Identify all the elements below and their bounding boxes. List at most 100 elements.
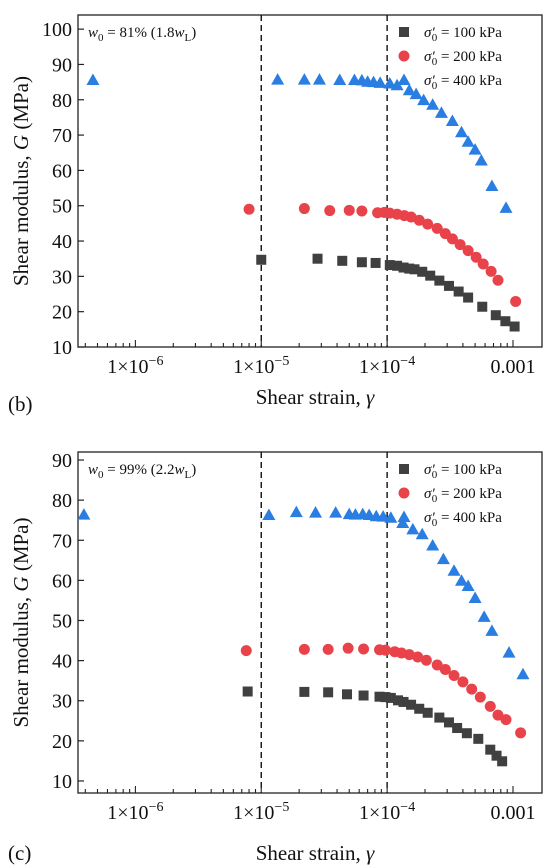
data-point xyxy=(417,266,428,277)
series-triangle xyxy=(86,73,513,213)
legend-label: σ′0 = 100 kPa xyxy=(424,462,502,481)
data-point xyxy=(333,73,347,85)
data-point xyxy=(342,642,354,654)
data-point xyxy=(485,179,499,191)
data-point xyxy=(374,691,385,702)
data-point xyxy=(436,552,450,565)
data-point xyxy=(446,233,458,245)
data-point xyxy=(323,687,334,698)
data-point xyxy=(452,723,463,734)
legend-marker xyxy=(398,50,410,62)
plot-frame xyxy=(77,14,543,348)
y-tick-label: 60 xyxy=(52,570,72,592)
x-axis-label-text: Shear strain, xyxy=(256,385,366,409)
annotation-subscript: L xyxy=(184,32,191,44)
y-tick-label: 90 xyxy=(52,450,72,472)
data-point xyxy=(492,274,504,286)
y-tick-label: 70 xyxy=(52,530,72,552)
data-point xyxy=(324,205,336,217)
data-point xyxy=(417,93,431,106)
data-point xyxy=(379,644,391,656)
data-point xyxy=(448,669,460,681)
data-point xyxy=(431,222,443,234)
data-point xyxy=(497,756,508,767)
data-point xyxy=(298,203,310,215)
data-point xyxy=(509,321,520,332)
data-point xyxy=(413,214,425,226)
data-point xyxy=(447,564,461,576)
legend-label: σ′0 = 100 kPa xyxy=(424,25,502,44)
x-axis-label-variable: γ xyxy=(366,841,375,865)
data-point xyxy=(356,257,367,268)
y-tick-label: 30 xyxy=(52,691,72,713)
data-point xyxy=(510,295,522,307)
y-tick-label: 10 xyxy=(52,771,72,793)
legend-label: σ′0 = 400 kPa xyxy=(424,510,502,529)
legend-sigma: σ xyxy=(424,462,432,478)
x-tick-label-exponent: −5 xyxy=(274,800,289,815)
plot-frame xyxy=(77,451,543,794)
data-point xyxy=(77,508,91,520)
y-axis-label-text: Shear modulus, xyxy=(9,592,33,728)
data-point xyxy=(422,707,433,718)
x-tick-label-exponent: −5 xyxy=(274,354,289,369)
legend-marker xyxy=(397,510,411,522)
legend-subscript: 0 xyxy=(432,517,438,529)
data-point xyxy=(426,98,440,110)
data-point xyxy=(297,73,311,85)
data-point xyxy=(431,659,443,671)
annotation-variable: w xyxy=(174,25,184,41)
annotation-variable: w xyxy=(88,25,98,41)
x-tick-label: 1×10−4 xyxy=(359,800,415,824)
y-axis-label-unit: (MPa) xyxy=(9,518,33,577)
data-point xyxy=(500,316,511,327)
y-axis-label-unit: (MPa) xyxy=(9,76,33,135)
annotation-text: ) xyxy=(191,25,196,41)
legend-value: = 100 kPa xyxy=(437,25,502,41)
data-point xyxy=(457,676,469,688)
data-point xyxy=(434,106,448,118)
data-point xyxy=(409,264,420,275)
x-tick-label: 0.001 xyxy=(490,356,535,378)
data-point xyxy=(485,624,499,636)
legend-sigma: σ xyxy=(424,73,432,89)
x-tick-label-base: 1×10 xyxy=(233,802,274,824)
data-point xyxy=(455,574,469,586)
data-point xyxy=(398,262,409,273)
y-tick-label: 70 xyxy=(52,125,72,147)
y-tick-label: 40 xyxy=(52,651,72,673)
data-point xyxy=(426,538,440,551)
data-point xyxy=(403,649,415,661)
x-axis-label-variable: γ xyxy=(366,385,375,409)
data-point xyxy=(484,700,496,712)
y-tick-label: 90 xyxy=(52,54,72,76)
data-point xyxy=(384,511,398,523)
x-tick-label-base: 1×10 xyxy=(107,356,148,378)
legend-sigma: σ xyxy=(424,25,432,41)
x-axis-label-text: Shear strain, xyxy=(256,841,366,865)
data-point xyxy=(439,663,451,675)
y-axis-label-variable: G xyxy=(9,576,33,591)
legend-subscript: 0 xyxy=(432,56,438,68)
data-point xyxy=(492,709,504,721)
data-point xyxy=(256,254,267,265)
annotation-subscript: L xyxy=(184,469,191,481)
y-tick-label: 100 xyxy=(42,19,72,41)
data-point xyxy=(463,292,474,303)
data-point xyxy=(516,667,530,680)
y-axis-label-text: Shear modulus, xyxy=(9,150,33,286)
data-point xyxy=(392,260,403,271)
x-tick-label-base: 0.001 xyxy=(490,356,535,378)
data-point xyxy=(425,270,436,281)
data-point xyxy=(474,691,486,703)
y-tick-label: 20 xyxy=(52,731,72,753)
y-tick-label: 50 xyxy=(52,610,72,632)
data-point xyxy=(383,77,397,89)
data-point xyxy=(312,253,323,264)
data-point xyxy=(373,76,387,88)
series-circle xyxy=(243,203,522,307)
data-point xyxy=(491,750,502,761)
